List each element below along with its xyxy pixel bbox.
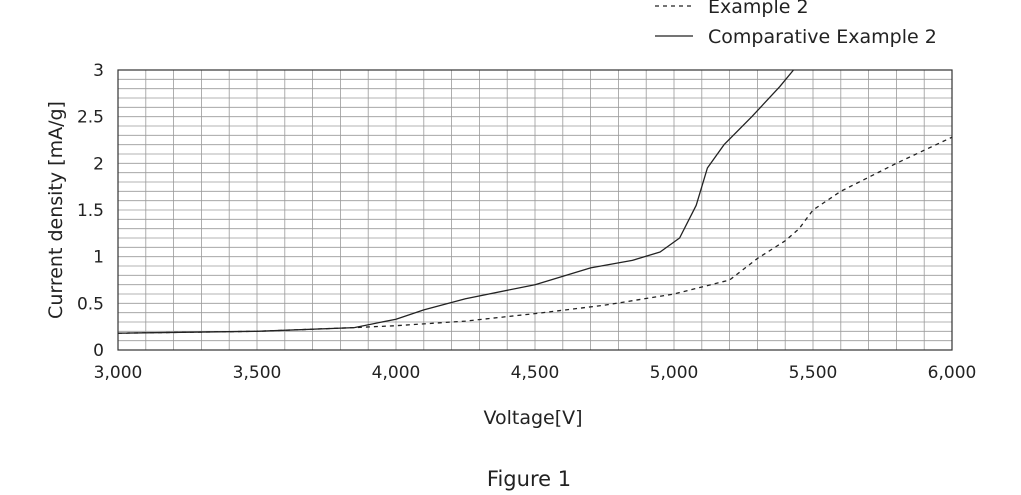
x-tick-label: 5,500: [789, 363, 838, 383]
x-tick-label: 3,000: [94, 363, 143, 383]
x-tick-label: 4,000: [372, 363, 421, 383]
x-tick-label: 3,500: [233, 363, 282, 383]
chart-grid: [118, 70, 952, 350]
y-tick-label: 2.5: [77, 108, 104, 128]
y-tick-label: 0.5: [77, 294, 104, 314]
x-tick-label: 4,500: [511, 363, 560, 383]
y-tick-label: 0: [93, 341, 104, 361]
figure-caption: Figure 1: [487, 467, 571, 491]
legend-label-example-2: Example 2: [708, 0, 809, 18]
y-tick-label: 1.5: [77, 201, 104, 221]
legend-label-comparative-example-2: Comparative Example 2: [708, 26, 937, 48]
y-tick-label: 3: [93, 61, 104, 81]
x-tick-labels: 3,000 3,500 4,000 4,500 5,000 5,500 6,000: [94, 363, 977, 383]
y-tick-labels: 0 0.5 1 1.5 2 2.5 3: [77, 61, 104, 361]
y-tick-label: 2: [93, 154, 104, 174]
x-tick-label: 6,000: [928, 363, 977, 383]
legend: Example 2 Comparative Example 2: [655, 0, 937, 48]
x-tick-label: 5,000: [650, 363, 699, 383]
y-axis-title: Current density [mA/g]: [45, 101, 67, 319]
y-tick-label: 1: [93, 248, 104, 268]
x-axis-title: Voltage[V]: [483, 407, 582, 429]
